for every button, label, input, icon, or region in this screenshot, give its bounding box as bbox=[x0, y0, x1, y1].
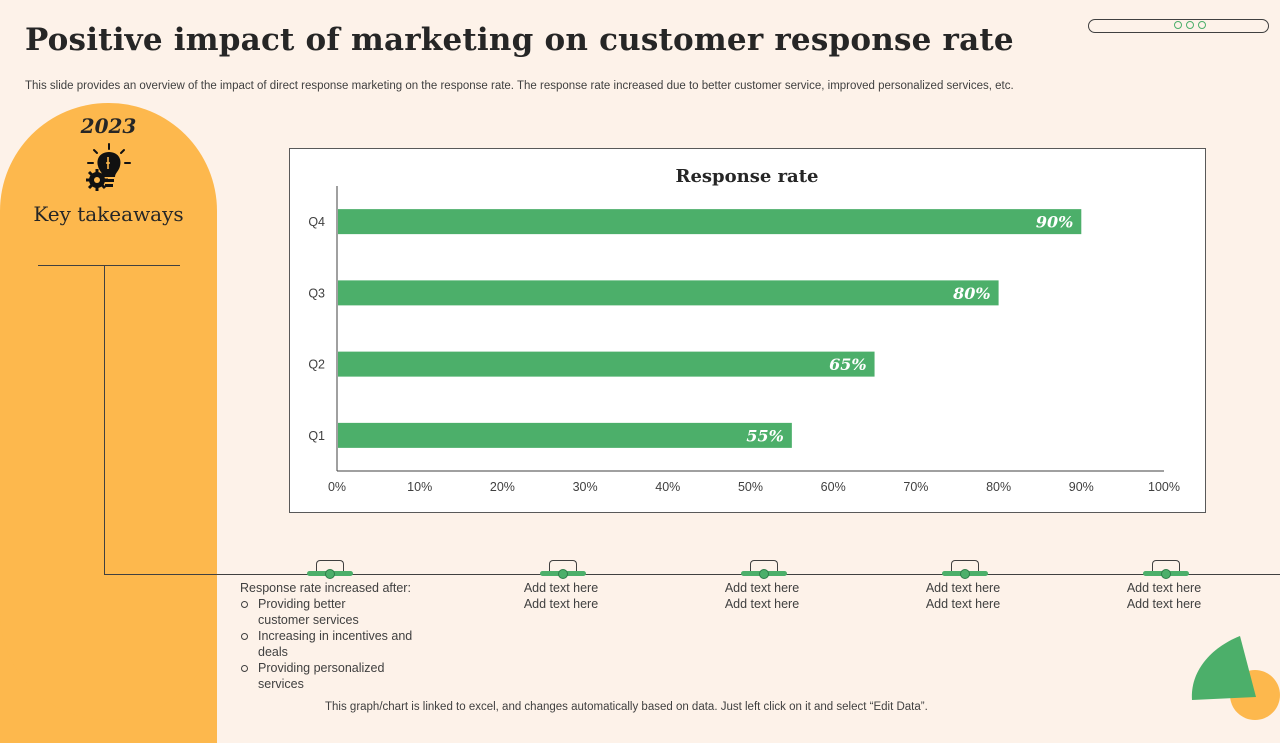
placeholder-text: Add text here bbox=[925, 581, 1001, 595]
placeholder-text: Add text here bbox=[523, 597, 599, 611]
timeline-node bbox=[1143, 560, 1189, 580]
placeholder-text: Add text here bbox=[724, 581, 800, 595]
x-tick-label: 90% bbox=[1069, 480, 1094, 494]
y-tick-label: Q2 bbox=[308, 358, 325, 372]
timeline-node bbox=[942, 560, 988, 580]
bar-q1 bbox=[338, 422, 792, 448]
y-tick-label: Q4 bbox=[308, 215, 325, 229]
page-subtitle: This slide provides an overview of the i… bbox=[25, 80, 1014, 92]
placeholder-text-block: Add text here Add text here bbox=[1094, 580, 1234, 612]
lightbulb-gear-icon bbox=[86, 143, 131, 191]
list-item: Providing better customer services bbox=[240, 596, 368, 628]
response-notes: Response rate increased after: Providing… bbox=[240, 580, 450, 692]
x-tick-label: 40% bbox=[655, 480, 680, 494]
x-tick-label: 30% bbox=[573, 480, 598, 494]
placeholder-text: Add text here bbox=[523, 581, 599, 595]
footnote: This graph/chart is linked to excel, and… bbox=[325, 701, 928, 713]
x-tick-label: 0% bbox=[328, 480, 346, 494]
placeholder-text: Add text here bbox=[1126, 581, 1202, 595]
bar-q3 bbox=[338, 280, 999, 306]
x-tick-label: 10% bbox=[407, 480, 432, 494]
bar-q2 bbox=[338, 351, 875, 377]
y-tick-label: Q3 bbox=[308, 286, 325, 300]
y-tick-label: Q1 bbox=[308, 429, 325, 443]
heading-underline bbox=[38, 265, 180, 266]
placeholder-text: Add text here bbox=[724, 597, 800, 611]
placeholder-text-block: Add text here Add text here bbox=[491, 580, 631, 612]
response-rate-chart: Response rate 0% 10% 20% 30% 40% 50% 60% 70% 80%… bbox=[289, 148, 1206, 513]
placeholder-text-block: Add text here Add text here bbox=[893, 580, 1033, 612]
year-label: 2023 bbox=[80, 114, 137, 138]
data-label: 80% bbox=[952, 284, 990, 303]
timeline-connector-vertical bbox=[104, 265, 105, 574]
data-label: 55% bbox=[746, 426, 783, 445]
decorative-shapes bbox=[1191, 636, 1280, 720]
timeline-node bbox=[307, 560, 353, 580]
data-label: 65% bbox=[829, 355, 866, 374]
decorative-pill bbox=[1088, 19, 1269, 33]
placeholder-text: Add text here bbox=[1126, 597, 1202, 611]
decorative-dot bbox=[1198, 21, 1206, 29]
list-item: Increasing in incentives and deals bbox=[240, 628, 418, 660]
chart-title: Response rate bbox=[676, 166, 819, 187]
chart-canvas: Response rate 0% 10% 20% 30% 40% 50% 60% 70% 80%… bbox=[308, 166, 1180, 494]
list-item: Providing personalized services bbox=[240, 660, 408, 692]
timeline-node bbox=[540, 560, 586, 580]
x-tick-label: 80% bbox=[986, 480, 1011, 494]
x-tick-label: 50% bbox=[738, 480, 763, 494]
timeline-line bbox=[104, 574, 1280, 575]
decorative-dot bbox=[1186, 21, 1194, 29]
x-tick-label: 100% bbox=[1148, 480, 1180, 494]
response-lead: Response rate increased after: bbox=[240, 581, 411, 595]
x-tick-label: 70% bbox=[903, 480, 928, 494]
placeholder-text: Add text here bbox=[925, 597, 1001, 611]
page-title: Positive impact of marketing on customer… bbox=[25, 22, 1014, 58]
placeholder-text-block: Add text here Add text here bbox=[692, 580, 832, 612]
data-label: 90% bbox=[1036, 213, 1073, 232]
x-tick-label: 60% bbox=[821, 480, 846, 494]
x-tick-label: 20% bbox=[490, 480, 515, 494]
decorative-dot bbox=[1174, 21, 1182, 29]
response-list: Providing better customer services Incre… bbox=[240, 596, 450, 692]
bar-q4 bbox=[338, 209, 1082, 235]
timeline-node bbox=[741, 560, 787, 580]
key-takeaways-heading: Key takeaways bbox=[33, 202, 184, 226]
